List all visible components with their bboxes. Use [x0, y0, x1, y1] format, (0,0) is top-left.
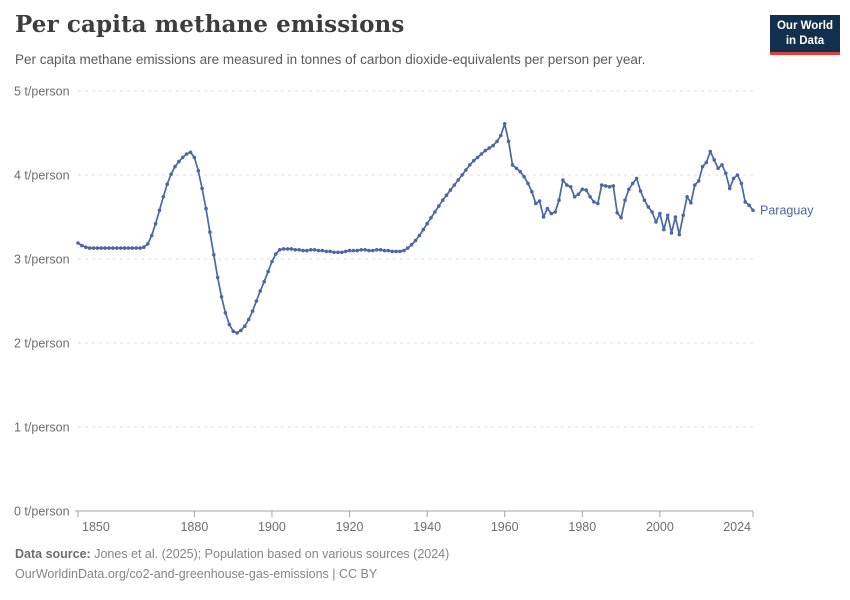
y-tick-label: 0 t/person [14, 505, 70, 519]
y-tick-label: 1 t/person [14, 421, 70, 435]
x-tick-label: 1960 [491, 520, 519, 534]
x-tick-label: 1880 [180, 520, 208, 534]
y-tick-label: 5 t/person [14, 85, 70, 99]
x-tick-label: 1980 [568, 520, 596, 534]
series-label-paraguay: Paraguay [760, 203, 814, 217]
owid-logo: Our World in Data [770, 15, 840, 56]
data-line [77, 122, 754, 334]
data-source-text: Jones et al. (2025); Population based on… [90, 547, 450, 561]
x-tick-label: 2024 [723, 520, 751, 534]
x-tick-label: 1920 [336, 520, 364, 534]
chart-title: Per capita methane emissions [15, 11, 405, 38]
x-tick-label: 2000 [646, 520, 674, 534]
x-tick-label: 1850 [82, 520, 110, 534]
data-point-markers [76, 122, 755, 335]
owid-logo-red-bar [770, 51, 840, 56]
owid-logo-box: Our World in Data [770, 15, 840, 52]
chart-subtitle: Per capita methane emissions are measure… [15, 52, 646, 67]
x-tick-label: 1900 [258, 520, 286, 534]
chart-footer: Data source: Jones et al. (2025); Popula… [15, 544, 449, 584]
license-line: OurWorldinData.org/co2-and-greenhouse-ga… [15, 567, 378, 581]
y-tick-label: 3 t/person [14, 253, 70, 267]
data-source-label: Data source: [15, 547, 91, 561]
y-tick-label: 2 t/person [14, 337, 70, 351]
owid-logo-line1: Our World [776, 20, 833, 32]
data-source-line: Data source: Jones et al. (2025); Popula… [15, 544, 449, 564]
owid-logo-line2: in Data [785, 34, 825, 47]
y-tick-label: 4 t/person [14, 169, 70, 183]
x-tick-label: 1940 [413, 520, 441, 534]
